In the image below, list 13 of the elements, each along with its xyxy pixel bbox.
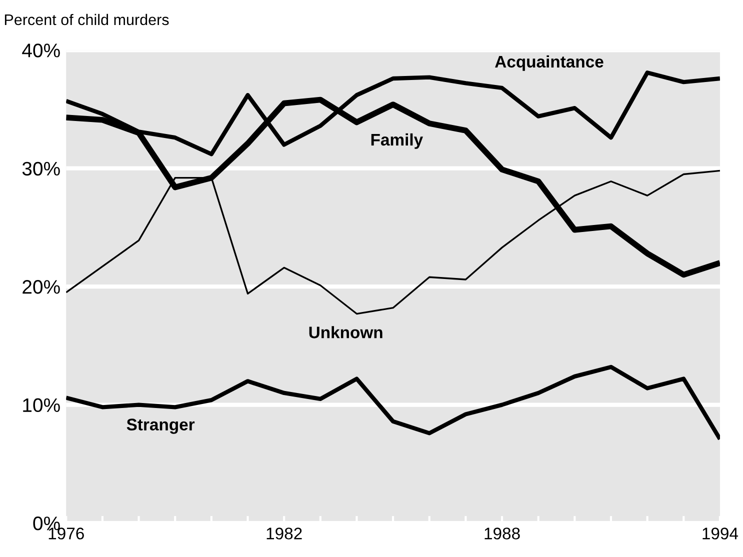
x-tick-label: 1982 bbox=[266, 528, 302, 540]
series-label: Acquaintance bbox=[495, 55, 604, 71]
series-label: Unknown bbox=[309, 326, 382, 338]
series-label: Stranger bbox=[126, 418, 195, 434]
y-tick-label: 40% bbox=[22, 44, 60, 58]
y-tick-label: 20% bbox=[22, 280, 60, 294]
y-tick-label: 30% bbox=[22, 162, 60, 176]
y-tick-label: 10% bbox=[23, 398, 60, 412]
y-axis-title: Percent of child murders bbox=[4, 14, 169, 26]
x-tick-label: 1988 bbox=[484, 528, 520, 540]
series-label: Family bbox=[371, 133, 423, 149]
x-tick-label: 1994 bbox=[702, 528, 738, 540]
line-series bbox=[66, 364, 720, 442]
